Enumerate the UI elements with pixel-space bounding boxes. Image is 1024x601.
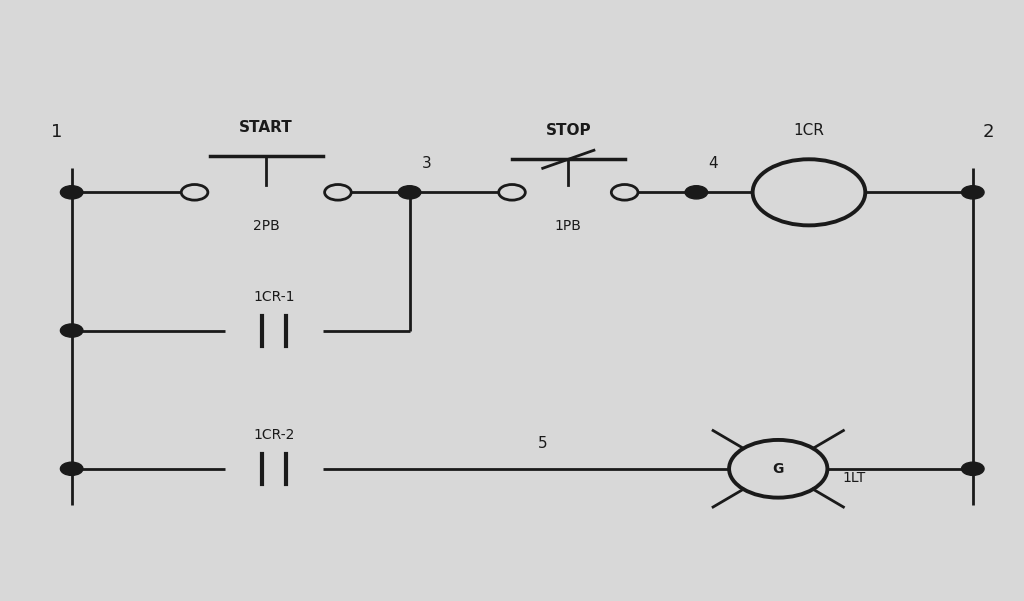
Circle shape <box>685 186 708 199</box>
Text: 1LT: 1LT <box>843 471 866 485</box>
Text: START: START <box>240 120 293 135</box>
Circle shape <box>325 185 351 200</box>
Circle shape <box>398 186 421 199</box>
Circle shape <box>962 186 984 199</box>
Text: 5: 5 <box>538 436 548 451</box>
Circle shape <box>611 185 638 200</box>
Text: 1CR-1: 1CR-1 <box>253 290 295 304</box>
Circle shape <box>499 185 525 200</box>
Text: 2PB: 2PB <box>253 219 280 233</box>
Circle shape <box>60 462 83 475</box>
Text: 1CR: 1CR <box>794 123 824 138</box>
Circle shape <box>753 159 865 225</box>
Circle shape <box>962 462 984 475</box>
Text: 3: 3 <box>422 156 432 171</box>
Text: G: G <box>772 462 784 476</box>
Circle shape <box>60 324 83 337</box>
Text: STOP: STOP <box>546 123 591 138</box>
Circle shape <box>181 185 208 200</box>
Text: 1: 1 <box>50 123 62 141</box>
Text: 4: 4 <box>709 156 718 171</box>
Circle shape <box>60 186 83 199</box>
Text: 2: 2 <box>982 123 994 141</box>
Text: 1CR-2: 1CR-2 <box>253 428 295 442</box>
Circle shape <box>729 440 827 498</box>
Text: 1PB: 1PB <box>555 219 582 233</box>
